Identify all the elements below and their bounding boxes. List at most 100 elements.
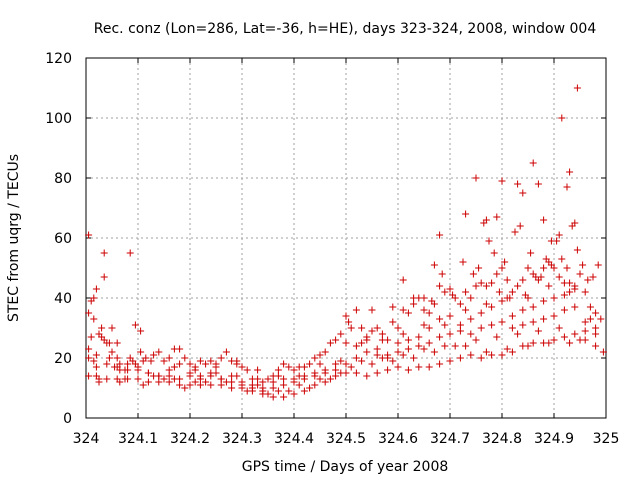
y-tick-label: 100 <box>45 111 72 127</box>
data-point <box>438 270 446 278</box>
data-point <box>493 270 501 278</box>
data-point <box>498 177 506 185</box>
data-point <box>550 312 558 320</box>
data-point <box>345 318 353 326</box>
x-tick-label: 324 <box>73 431 100 447</box>
data-point <box>165 378 173 386</box>
data-point <box>477 354 485 362</box>
data-point <box>311 381 319 389</box>
data-point <box>155 378 163 386</box>
data-point <box>485 237 493 245</box>
data-point <box>254 381 262 389</box>
data-point <box>592 309 600 317</box>
data-point <box>129 357 137 365</box>
data-point <box>222 348 230 356</box>
data-point <box>493 333 501 341</box>
data-point <box>581 288 589 296</box>
data-point <box>404 345 412 353</box>
data-point <box>451 342 459 350</box>
data-point <box>238 363 246 371</box>
data-point <box>368 360 376 368</box>
data-point <box>584 276 592 284</box>
data-point <box>191 378 199 386</box>
data-point <box>358 357 366 365</box>
data-point <box>576 270 584 278</box>
data-point <box>363 336 371 344</box>
data-point <box>547 261 555 269</box>
data-point <box>581 318 589 326</box>
data-point <box>147 357 155 365</box>
data-point <box>516 222 524 230</box>
data-point <box>563 264 571 272</box>
data-point <box>404 366 412 374</box>
data-point <box>558 114 566 122</box>
data-point <box>566 339 574 347</box>
data-point <box>560 333 568 341</box>
data-point <box>430 348 438 356</box>
data-point <box>316 351 324 359</box>
data-point <box>160 357 168 365</box>
data-point <box>456 327 464 335</box>
data-point <box>332 372 340 380</box>
data-point <box>181 354 189 362</box>
data-point <box>212 369 220 377</box>
data-point <box>420 345 428 353</box>
data-point <box>540 216 548 224</box>
data-point <box>358 324 366 332</box>
data-point <box>150 351 158 359</box>
data-point <box>285 363 293 371</box>
data-point <box>100 273 108 281</box>
data-point <box>394 348 402 356</box>
data-point <box>100 336 108 344</box>
data-point <box>399 306 407 314</box>
data-point <box>352 342 360 350</box>
data-point <box>113 354 121 362</box>
data-point <box>264 375 272 383</box>
data-point <box>599 348 607 356</box>
data-point <box>202 360 210 368</box>
data-point <box>134 363 142 371</box>
data-point <box>415 363 423 371</box>
data-point <box>436 282 444 290</box>
data-point <box>472 282 480 290</box>
data-point <box>488 321 496 329</box>
data-point <box>176 381 184 389</box>
data-point <box>519 276 527 284</box>
data-point <box>555 324 563 332</box>
data-point <box>462 210 470 218</box>
data-point <box>100 249 108 257</box>
data-point <box>212 360 220 368</box>
data-point <box>337 357 345 365</box>
data-point <box>116 378 124 386</box>
data-point <box>306 360 314 368</box>
x-tick-label: 324.1 <box>118 431 158 447</box>
data-point <box>300 375 308 383</box>
data-point <box>103 360 111 368</box>
data-point <box>529 318 537 326</box>
data-point <box>389 318 397 326</box>
data-point <box>105 354 113 362</box>
data-point <box>462 306 470 314</box>
data-point <box>534 327 542 335</box>
data-point <box>196 357 204 365</box>
data-point <box>420 294 428 302</box>
data-point <box>519 306 527 314</box>
data-point <box>589 273 597 281</box>
y-tick-label: 80 <box>54 171 72 187</box>
data-point <box>490 249 498 257</box>
data-point <box>352 369 360 377</box>
data-point <box>186 372 194 380</box>
x-tick-label: 325 <box>593 431 620 447</box>
data-point <box>170 363 178 371</box>
data-point <box>508 312 516 320</box>
data-point <box>85 372 93 380</box>
data-point <box>134 375 142 383</box>
data-point <box>410 294 418 302</box>
data-point <box>446 357 454 365</box>
data-point <box>233 357 241 365</box>
data-point <box>467 315 475 323</box>
data-point <box>196 381 204 389</box>
data-point <box>243 387 251 395</box>
data-point <box>399 276 407 284</box>
data-point <box>425 339 433 347</box>
